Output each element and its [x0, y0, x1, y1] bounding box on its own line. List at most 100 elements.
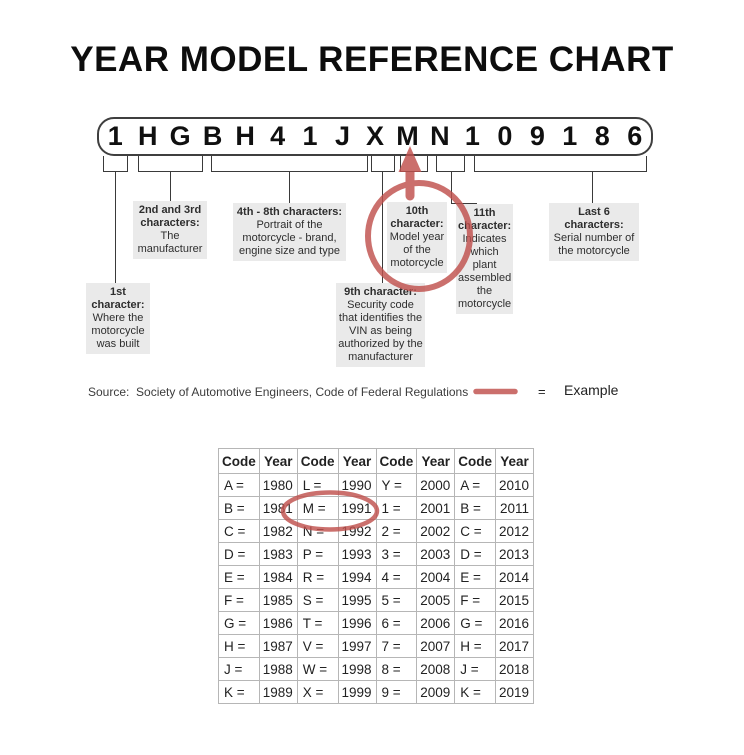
- callout-2nd-3rd-characters: 2nd and 3rd characters: The manufacturer: [133, 201, 207, 259]
- code-cell: K =: [454, 680, 496, 704]
- year-cell: 1999: [337, 680, 377, 704]
- code-cell: W =: [296, 657, 339, 681]
- year-cell: 1993: [337, 542, 377, 566]
- header-cell: Year: [416, 448, 456, 474]
- vin-character: M: [396, 121, 419, 151]
- code-cell: K =: [218, 680, 260, 704]
- year-cell: 2000: [416, 473, 456, 497]
- vin-character: 9: [529, 121, 545, 151]
- year-cell: 2011: [495, 496, 534, 520]
- page-title: YEAR MODEL REFERENCE CHART: [70, 40, 674, 79]
- code-cell: 4 =: [375, 565, 418, 589]
- year-cell: 1995: [337, 588, 377, 612]
- table-row: E = 1984 R = 1994 4 = 2004 E = 2014: [218, 565, 534, 589]
- vin-character: 1: [107, 121, 123, 151]
- year-cell: 1981: [258, 496, 298, 520]
- vin-character: 8: [594, 121, 610, 151]
- vin-character: 6: [627, 121, 643, 151]
- callout-body: Model year of the motorcycle: [389, 231, 445, 269]
- table-row: C = 1982 N = 1992 2 = 2002 C = 2012: [218, 519, 534, 543]
- callout-10th-character: 10th character: Model year of the motorc…: [387, 202, 447, 273]
- year-cell: 1985: [258, 588, 298, 612]
- callout-heading: 4th - 8th characters:: [236, 206, 343, 218]
- code-cell: G =: [218, 611, 260, 635]
- year-cell: 1986: [258, 611, 298, 635]
- code-cell: N =: [296, 519, 339, 543]
- legend-equals: =: [538, 384, 546, 399]
- code-cell: 2 =: [375, 519, 418, 543]
- bracket-2nd-3rd-chars: [138, 156, 203, 172]
- code-cell: A =: [218, 473, 260, 497]
- table-row: K = 1989 X = 1999 9 = 2009 K = 2019: [218, 680, 534, 704]
- table-row: D = 1983 P = 1993 3 = 2003 D = 2013: [218, 542, 534, 566]
- vin-character: X: [365, 121, 384, 151]
- callout-heading: 2nd and 3rd characters:: [138, 204, 202, 229]
- year-cell: 2014: [495, 565, 534, 589]
- leader-line-11th-vertical: [451, 172, 452, 204]
- year-cell: 1983: [258, 542, 298, 566]
- year-cell: 1994: [337, 565, 377, 589]
- code-cell: 1 =: [375, 496, 418, 520]
- code-cell: P =: [296, 542, 339, 566]
- year-cell: 1996: [337, 611, 377, 635]
- vin-character: H: [235, 121, 255, 151]
- header-cell: Code: [375, 448, 418, 474]
- year-code-table-head: Code Year Code Year Code Year Code Year: [218, 448, 534, 474]
- vin-character: N: [430, 121, 450, 151]
- callout-body: Serial number of the motorcycle: [553, 232, 635, 257]
- year-cell: 2008: [416, 657, 456, 681]
- year-cell: 2009: [416, 680, 456, 704]
- code-cell: D =: [218, 542, 260, 566]
- callout-body: Security code that identifies the VIN as…: [338, 299, 423, 363]
- code-cell: R =: [296, 565, 339, 589]
- vin-character: 1: [562, 121, 578, 151]
- code-cell: X =: [296, 680, 339, 704]
- callout-4th-8th-characters: 4th - 8th characters: Portrait of the mo…: [233, 203, 346, 261]
- vin-character: H: [137, 121, 158, 151]
- vin-character: 1: [302, 121, 318, 151]
- header-cell: Year: [337, 448, 377, 474]
- callout-heading: 10th character:: [390, 205, 444, 230]
- table-row: J = 1988 W = 1998 8 = 2008 J = 2018: [218, 657, 534, 681]
- year-cell: 2006: [416, 611, 456, 635]
- code-cell: B =: [454, 496, 496, 520]
- callout-heading: 1st character:: [91, 286, 145, 311]
- leader-line-1st: [115, 172, 116, 283]
- callout-body: Where the motorcycle was built: [91, 312, 145, 350]
- table-row: A = 1980 L = 1990 Y = 2000 A = 2010: [218, 473, 534, 497]
- year-cell: 2012: [495, 519, 534, 543]
- year-cell: 2005: [416, 588, 456, 612]
- vin-character: 0: [497, 121, 513, 151]
- header-cell: Code: [218, 448, 260, 474]
- callout-11th-character: 11th character: Indicates which plant as…: [456, 204, 513, 314]
- year-cell: 1987: [258, 634, 298, 658]
- year-cell: 1984: [258, 565, 298, 589]
- header-cell: Year: [258, 448, 298, 474]
- header-cell: Code: [296, 448, 339, 474]
- year-cell: 2017: [495, 634, 534, 658]
- leader-line-4th-8th: [289, 172, 290, 203]
- year-cell: 1980: [258, 473, 298, 497]
- table-row: H = 1987 V = 1997 7 = 2007 H = 2017: [218, 634, 534, 658]
- callout-body: Indicates which plant assembled the moto…: [458, 233, 512, 310]
- legend-example-label: Example: [564, 382, 619, 398]
- code-cell: T =: [296, 611, 339, 635]
- table-header-row: Code Year Code Year Code Year Code Year: [218, 448, 534, 474]
- code-cell: H =: [218, 634, 260, 658]
- year-cell: 2004: [416, 565, 456, 589]
- code-cell: 6 =: [375, 611, 418, 635]
- vin-character: 1: [464, 121, 480, 151]
- year-code-table: Code Year Code Year Code Year Code Year A = 1980…: [218, 448, 534, 704]
- bracket-1st-char: [103, 156, 128, 172]
- table-row: F = 1985 S = 1995 5 = 2005 F = 2015: [218, 588, 534, 612]
- leader-line-last-6: [592, 172, 593, 203]
- bracket-11th-char: [436, 156, 465, 172]
- code-cell: 8 =: [375, 657, 418, 681]
- code-cell: E =: [218, 565, 260, 589]
- year-cell: 2002: [416, 519, 456, 543]
- bracket-9th-char: [371, 156, 395, 172]
- year-cell: 2003: [416, 542, 456, 566]
- year-cell: 2019: [495, 680, 534, 704]
